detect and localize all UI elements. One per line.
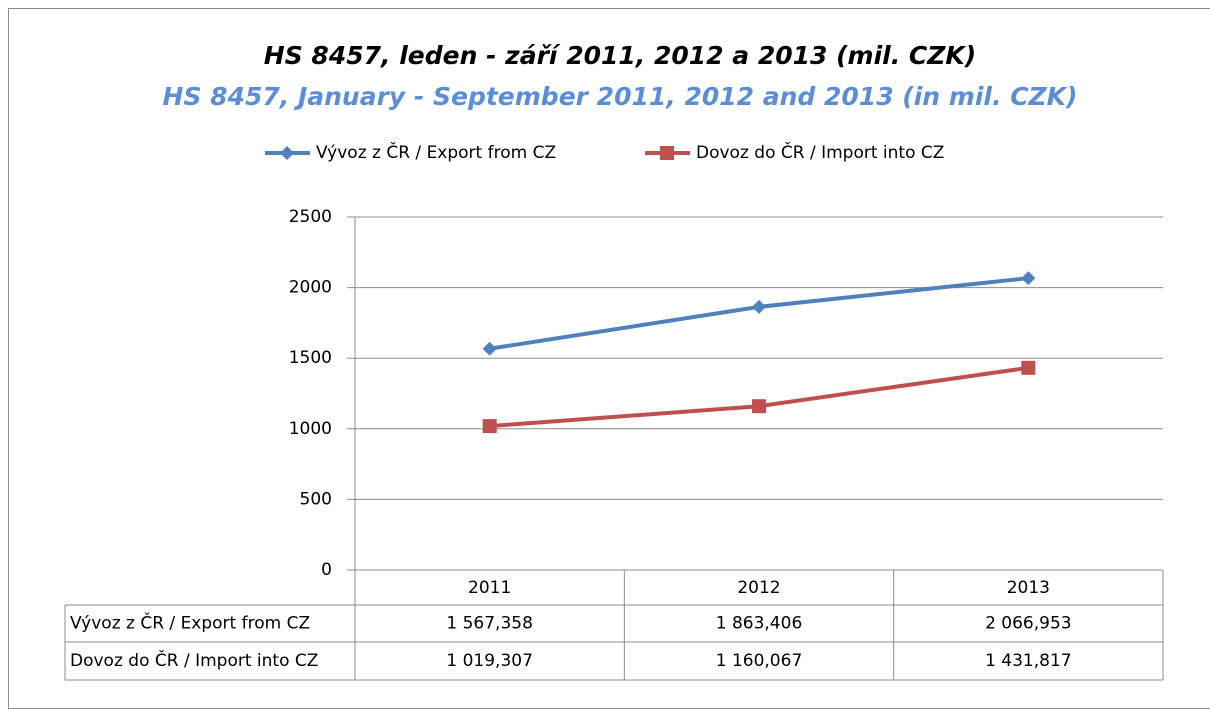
point <box>482 419 497 434</box>
point <box>752 399 766 414</box>
legend-marker <box>660 146 674 160</box>
table-value: 1 863,406 <box>716 614 803 634</box>
legend-label: Dovoz do ČR / Import into CZ <box>696 141 944 163</box>
table-row-label: Vývoz z ČR / Export from CZ <box>70 612 310 634</box>
legend-label: Vývoz z ČR / Export from CZ <box>316 141 556 163</box>
point <box>1021 271 1036 286</box>
point <box>482 341 497 356</box>
point <box>752 299 766 314</box>
table-value: 1 567,358 <box>446 614 533 634</box>
point <box>1021 360 1036 375</box>
x-tick-label: 2012 <box>737 578 780 598</box>
chart-title: HS 8457, leden - září 2011, 2012 a 2013 … <box>264 41 976 70</box>
y-tick-label: 1000 <box>289 419 332 439</box>
y-tick-label: 500 <box>300 489 332 509</box>
y-tick-label: 0 <box>321 560 332 580</box>
y-tick-label: 2500 <box>289 207 332 227</box>
table-value: 1 019,307 <box>446 651 533 671</box>
x-tick-label: 2013 <box>1007 578 1050 598</box>
table-value: 1 431,817 <box>985 651 1072 671</box>
table-row-label: Dovoz do ČR / Import into CZ <box>70 649 318 671</box>
x-tick-label: 2011 <box>468 578 511 598</box>
y-tick-label: 1500 <box>289 348 332 368</box>
chart-subtitle: HS 8457, January - September 2011, 2012 … <box>163 82 1078 111</box>
y-tick-label: 2000 <box>289 278 332 298</box>
legend-marker <box>280 146 294 160</box>
table-value: 2 066,953 <box>985 614 1072 634</box>
table-value: 1 160,067 <box>716 651 803 671</box>
